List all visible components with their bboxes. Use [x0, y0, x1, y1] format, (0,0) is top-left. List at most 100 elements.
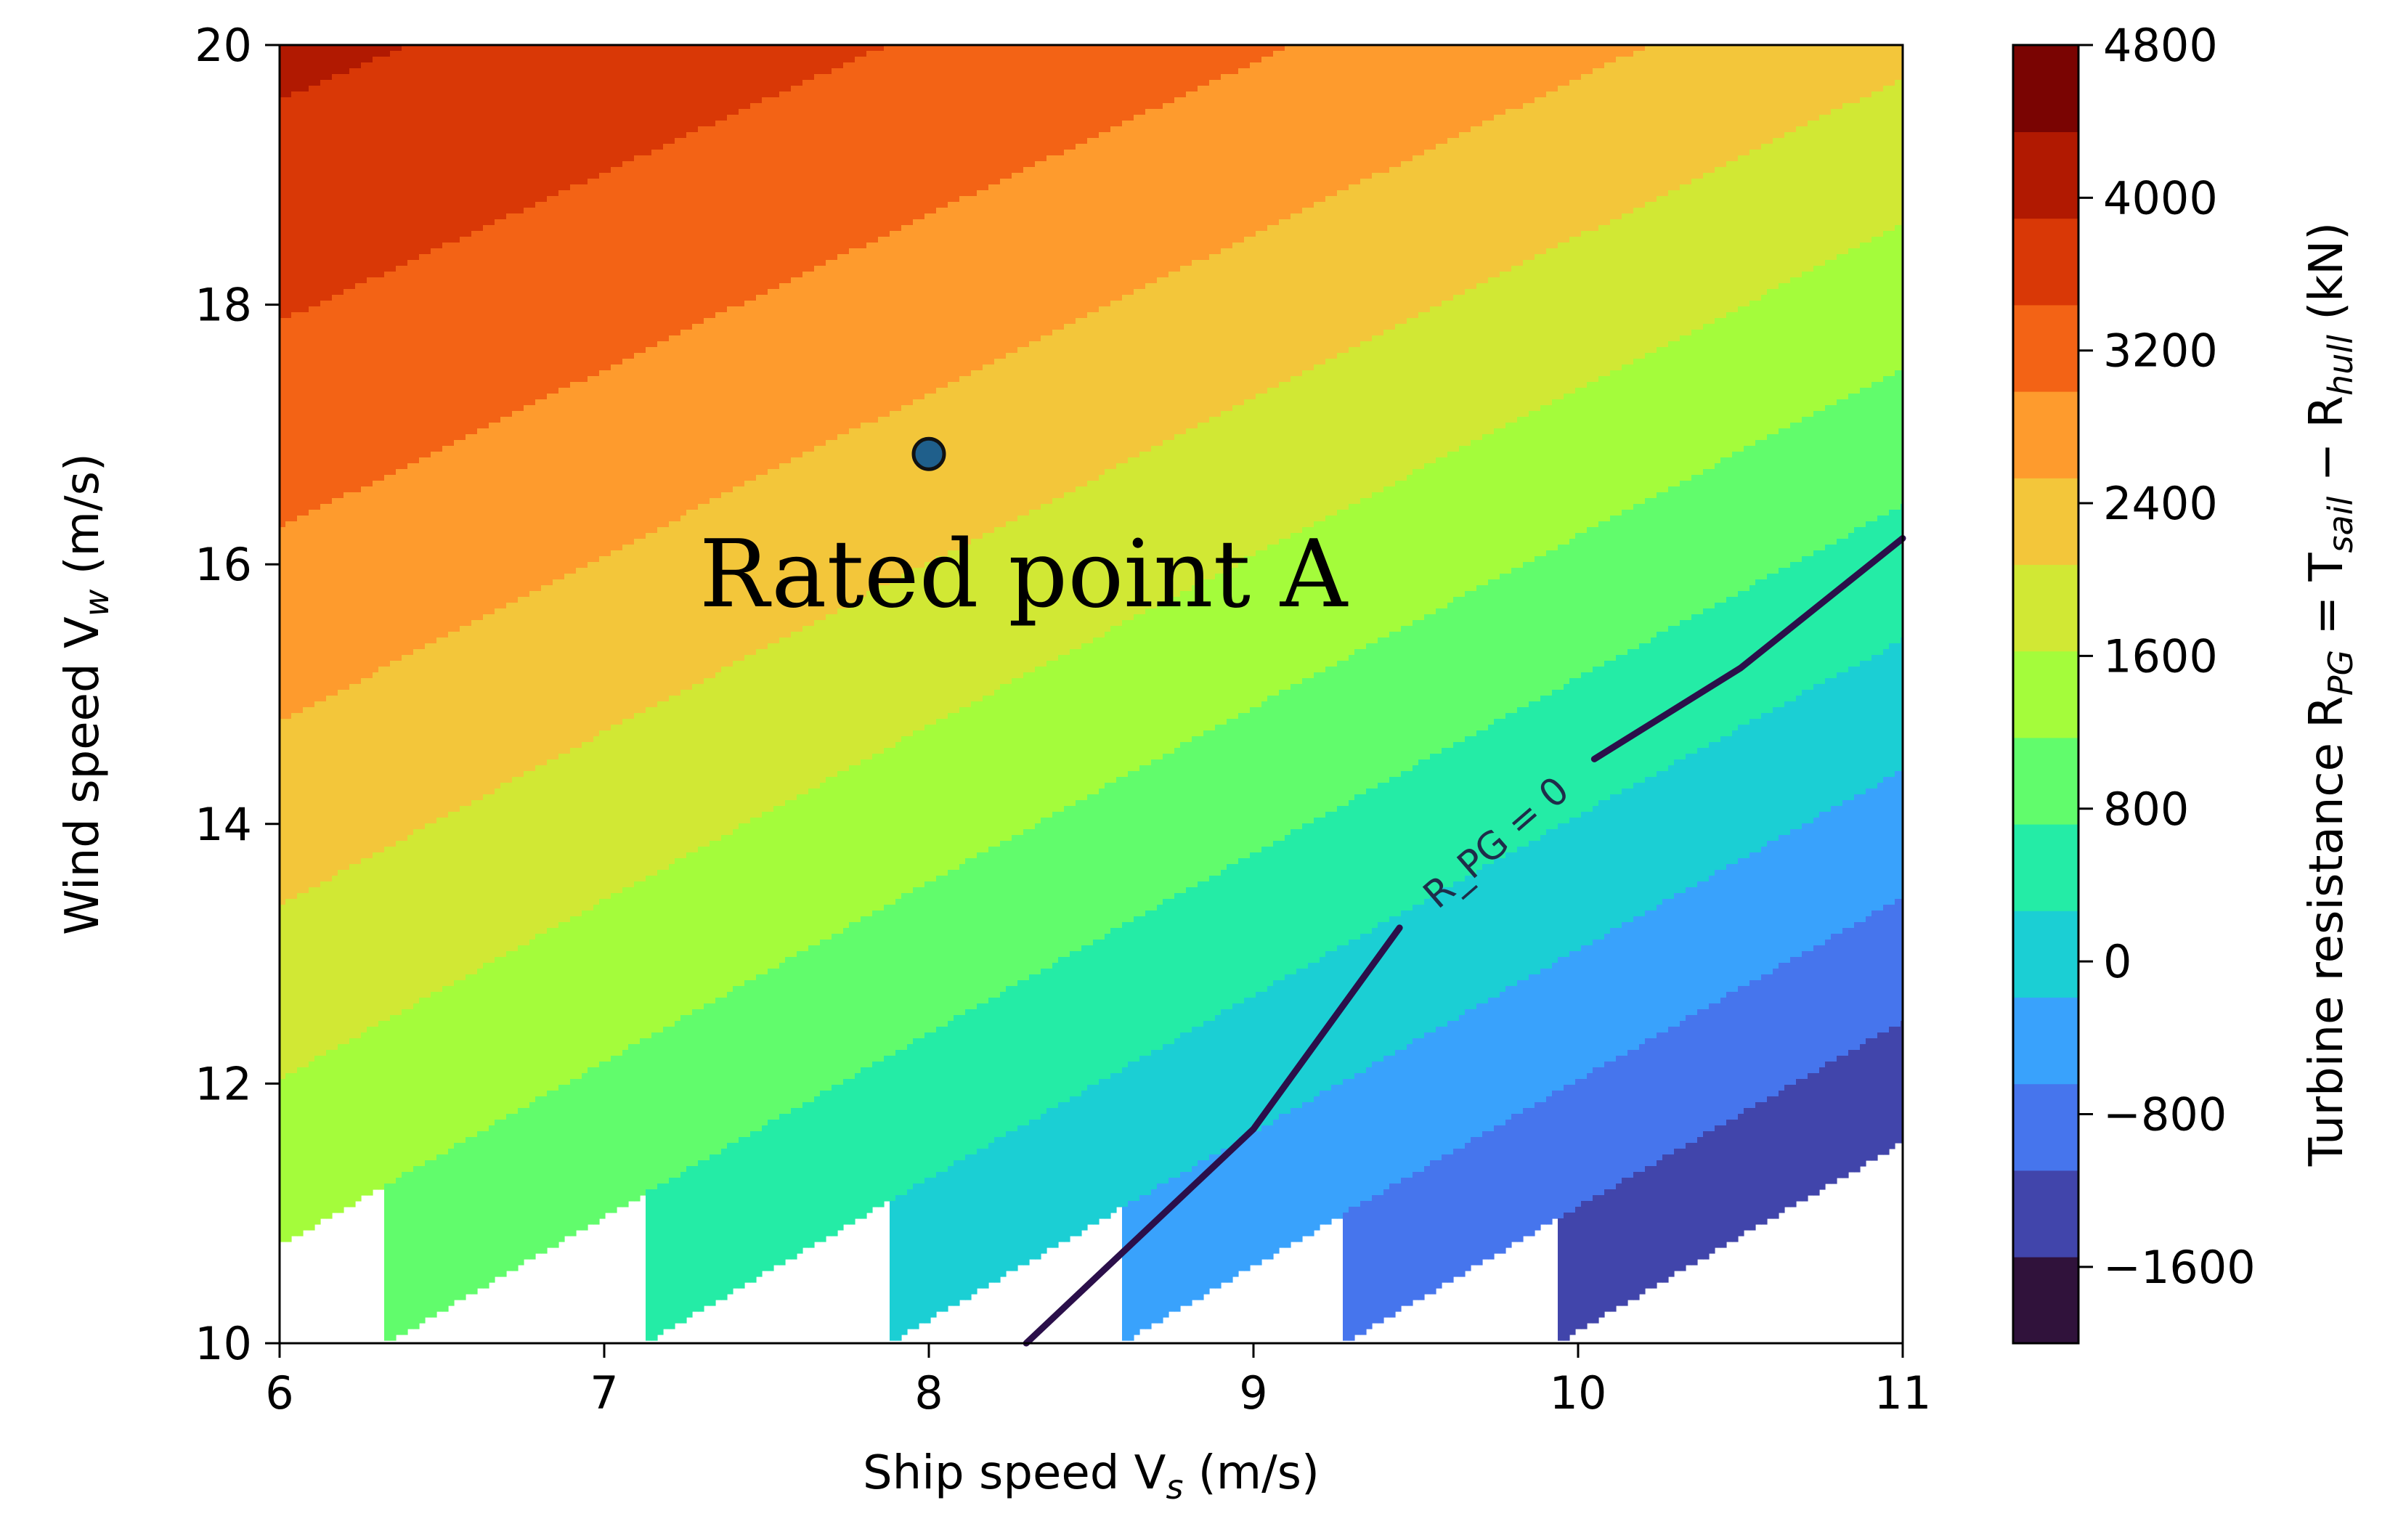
contour-cell — [1134, 457, 1140, 615]
contour-cell — [1401, 45, 1407, 162]
contour-cell — [733, 486, 739, 661]
contour-cell — [1447, 1154, 1454, 1283]
contour-cell — [948, 1166, 954, 1306]
contour-cell — [1471, 440, 1477, 592]
contour-cell — [599, 730, 606, 900]
contour-cell — [971, 370, 978, 539]
contour-cell — [1174, 1178, 1181, 1312]
contour-cell — [866, 916, 873, 1068]
contour-cell — [1540, 45, 1547, 98]
colorbar-band — [2013, 737, 2078, 825]
contour-cell — [1436, 144, 1442, 307]
contour-cell — [466, 45, 472, 237]
contour-cell — [1860, 1044, 1866, 1167]
contour-cell — [1308, 963, 1314, 1103]
contour-cell — [924, 725, 931, 882]
contour-cell — [1093, 637, 1100, 795]
contour-cell — [436, 637, 443, 818]
contour-cell — [1633, 45, 1640, 52]
contour-cell — [1395, 481, 1402, 632]
contour-cell — [1395, 916, 1402, 1051]
contour-cell — [657, 701, 664, 871]
contour-cell — [378, 667, 385, 853]
contour-cell — [704, 847, 710, 1004]
contour-cell — [901, 45, 908, 226]
contour-cell — [1413, 765, 1419, 905]
contour-cell — [1715, 463, 1721, 603]
contour-cell — [1430, 306, 1436, 464]
contour-cell — [1273, 45, 1280, 52]
contour-cell — [1105, 469, 1111, 632]
contour-cell — [588, 910, 594, 1068]
contour-cell — [588, 1067, 594, 1225]
contour-cell — [1564, 684, 1570, 824]
contour-cell — [582, 382, 588, 569]
contour-cell — [1401, 481, 1407, 627]
contour-cell — [1064, 324, 1070, 493]
contour-cell — [675, 858, 681, 1022]
contour-cell — [1244, 713, 1251, 859]
contour-cell — [1488, 725, 1495, 865]
contour-cell — [768, 97, 774, 290]
contour-cell — [280, 719, 286, 905]
colorbar-tick-label: −800 — [2103, 1088, 2227, 1141]
contour-cell — [1192, 585, 1198, 737]
colorbar-band — [2013, 1083, 2078, 1171]
contour-cell — [756, 103, 763, 296]
contour-cell — [640, 155, 646, 354]
contour-cell — [349, 68, 356, 290]
contour-cell — [460, 237, 466, 441]
contour-cell — [425, 45, 431, 255]
contour-cell — [977, 852, 983, 1004]
contour-cell — [1593, 1195, 1599, 1324]
contour-cell — [977, 1149, 983, 1289]
contour-cell — [506, 45, 513, 214]
contour-cell — [1261, 992, 1268, 1126]
contour-cell — [1070, 1096, 1076, 1237]
contour-cell — [1866, 789, 1872, 917]
contour-cell — [1058, 812, 1065, 958]
contour-cell — [1407, 161, 1413, 319]
contour-cell — [971, 701, 978, 859]
contour-cell — [1314, 963, 1320, 1097]
contour-cell — [1023, 829, 1030, 981]
contour-cell — [1459, 881, 1466, 1016]
contour-cell — [1523, 562, 1529, 708]
contour-cell — [1447, 138, 1454, 301]
contour-cell — [1691, 614, 1698, 754]
contour-cell — [1279, 539, 1285, 690]
contour-cell — [1482, 45, 1489, 121]
contour-cell — [1424, 1166, 1431, 1295]
contour-cell — [1267, 1125, 1274, 1260]
y-tick-label: 12 — [195, 1057, 252, 1110]
contour-cell — [1622, 1056, 1628, 1178]
contour-cell — [448, 45, 455, 243]
contour-cell — [477, 231, 484, 429]
contour-cell — [593, 45, 600, 179]
contour-cell — [1790, 277, 1797, 423]
contour-cell — [1569, 818, 1576, 952]
contour-cell — [378, 852, 385, 1022]
contour-cell — [332, 74, 338, 296]
contour-cell — [1726, 1120, 1733, 1242]
contour-cell — [1017, 678, 1024, 836]
contour-cell — [1854, 394, 1861, 528]
contour-cell — [407, 1172, 414, 1329]
contour-cell — [489, 45, 495, 226]
contour-cell — [1064, 150, 1070, 325]
contour-cell — [454, 440, 460, 632]
contour-cell — [983, 1003, 989, 1149]
contour-cell — [820, 1091, 826, 1242]
contour-cell — [919, 219, 925, 400]
contour-cell — [1813, 550, 1820, 685]
contour-cell — [1221, 870, 1227, 1010]
contour-cell — [402, 655, 408, 842]
contour-cell — [768, 1120, 774, 1271]
contour-cell — [1029, 974, 1036, 1120]
contour-cell — [1779, 835, 1785, 963]
contour-cell — [1854, 922, 1861, 1051]
contour-cell — [396, 1015, 402, 1178]
contour-cell — [1720, 1125, 1727, 1248]
contour-cell — [727, 492, 733, 667]
